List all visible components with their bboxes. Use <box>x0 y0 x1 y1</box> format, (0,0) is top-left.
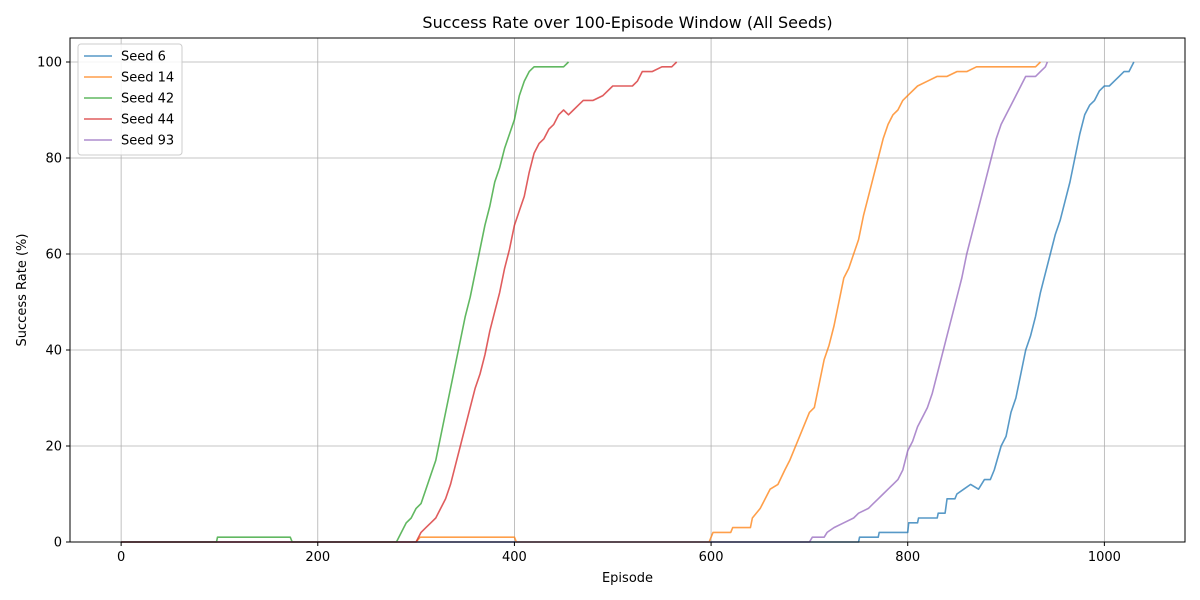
axes: 0 200 400 600 800 1000 0 20 40 60 80 100 <box>37 37 1186 565</box>
y-axis-label: Success Rate (%) <box>15 234 30 347</box>
x-tick-label: 200 <box>305 550 330 565</box>
y-tick-label: 40 <box>45 344 62 359</box>
y-tick-label: 100 <box>37 56 62 71</box>
legend-label-4: Seed 93 <box>121 134 174 149</box>
chart-title: Success Rate over 100-Episode Window (Al… <box>422 13 832 32</box>
y-tick-label: 20 <box>45 440 62 455</box>
x-tick-label: 1000 <box>1088 550 1121 565</box>
y-tick-label: 0 <box>54 536 62 551</box>
legend-label-3: Seed 44 <box>121 113 174 128</box>
legend-label-0: Seed 6 <box>121 50 166 65</box>
series-line-4 <box>121 61 1049 543</box>
grid <box>70 38 1185 543</box>
series-lines <box>121 61 1135 543</box>
legend: Seed 6 Seed 14 Seed 42 Seed 44 Seed 93 <box>77 43 183 156</box>
x-tick-label: 800 <box>895 550 920 565</box>
x-tick-label: 600 <box>699 550 724 565</box>
x-axis-label: Episode <box>602 571 653 586</box>
x-tick-label: 0 <box>117 550 125 565</box>
plot-frame <box>69 37 1186 543</box>
series-line-0 <box>121 61 1135 543</box>
legend-box <box>77 43 183 156</box>
legend-label-2: Seed 42 <box>121 92 174 107</box>
legend-label-1: Seed 14 <box>121 71 174 86</box>
series-line-3 <box>121 61 678 543</box>
series-line-2 <box>121 61 570 543</box>
series-line-1 <box>121 61 1042 543</box>
x-tick-label: 400 <box>502 550 527 565</box>
y-tick-label: 80 <box>45 152 62 167</box>
y-tick-label: 60 <box>45 248 62 263</box>
